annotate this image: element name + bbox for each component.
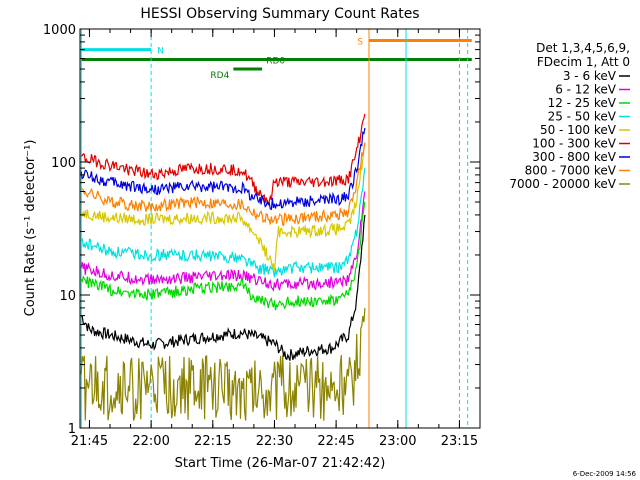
y-tick-label: 1000 bbox=[43, 23, 76, 38]
series-line-8 bbox=[80, 307, 366, 421]
x-tick-label: 22:15 bbox=[194, 434, 231, 449]
annotation-label-n: N bbox=[157, 47, 164, 57]
annotation-label-s: S bbox=[357, 37, 363, 47]
legend-entry-label: 12 - 25 keV bbox=[548, 96, 617, 110]
x-tick-label: 22:45 bbox=[317, 434, 354, 449]
x-tick-label: 23:15 bbox=[441, 434, 478, 449]
series-line-4 bbox=[80, 142, 366, 272]
legend-entry-label: 3 - 6 keV bbox=[563, 69, 617, 83]
legend-entry-label: 50 - 100 keV bbox=[540, 123, 617, 137]
x-tick-label: 22:30 bbox=[256, 434, 293, 449]
series-line-5 bbox=[80, 113, 366, 205]
plot-frame bbox=[79, 28, 481, 429]
y-tick-label: 10 bbox=[59, 289, 76, 304]
legend-header-line: FDecim 1, Att 0 bbox=[537, 55, 630, 69]
x-axis-label: Start Time (26-Mar-07 21:42:42) bbox=[175, 456, 386, 471]
annotation-label-rd4: RD4 bbox=[210, 71, 229, 81]
series-line-3 bbox=[80, 168, 366, 278]
legend-entry-label: 7000 - 20000 keV bbox=[509, 177, 616, 191]
legend-entry-label: 300 - 800 keV bbox=[532, 150, 616, 164]
series-line-2 bbox=[80, 201, 366, 311]
series-line-1 bbox=[80, 191, 366, 292]
legend-entry-label: 6 - 12 keV bbox=[555, 83, 617, 97]
y-axis-label: Count Rate (s⁻¹ detector⁻¹) bbox=[23, 140, 38, 317]
legend-entry-label: 25 - 50 keV bbox=[548, 110, 617, 124]
x-tick-label: 22:00 bbox=[132, 434, 169, 449]
x-tick-label: 21:45 bbox=[71, 434, 108, 449]
series-line-0 bbox=[80, 214, 366, 361]
legend-entry-label: 100 - 300 keV bbox=[532, 137, 616, 151]
footer-date: 6-Dec-2009 14:56 bbox=[573, 470, 637, 478]
y-tick-label: 100 bbox=[51, 156, 76, 171]
series-line-7 bbox=[80, 142, 366, 227]
annotation-label-rd0: RD0 bbox=[266, 56, 285, 66]
y-tick-label: 1 bbox=[68, 422, 76, 437]
legend-header-line: Det 1,3,4,5,6,9, bbox=[536, 41, 630, 55]
series-line-6 bbox=[80, 127, 366, 211]
legend-entry-label: 800 - 7000 keV bbox=[525, 164, 617, 178]
chart-title: HESSI Observing Summary Count Rates bbox=[140, 6, 419, 22]
x-tick-label: 23:00 bbox=[379, 434, 416, 449]
